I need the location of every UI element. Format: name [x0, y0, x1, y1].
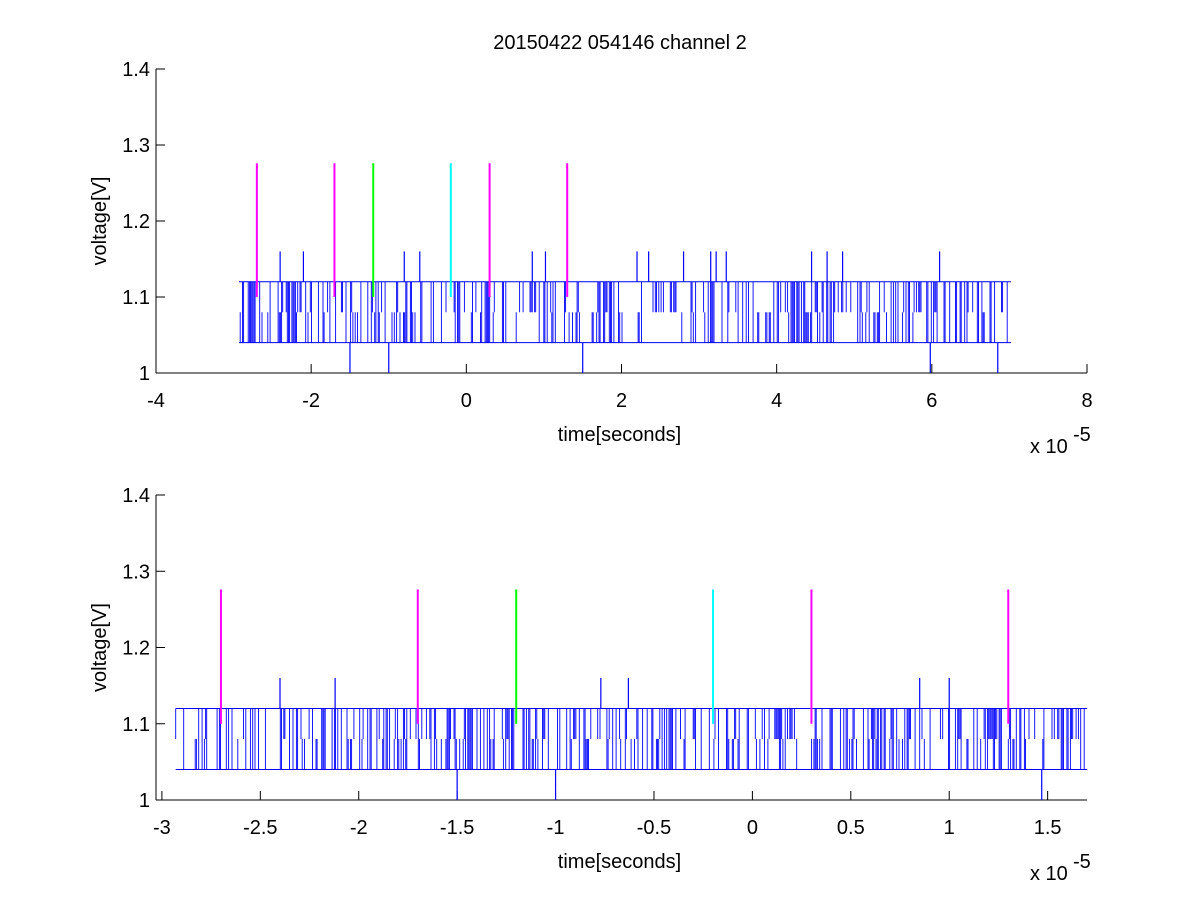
bottom-y-tick-label: 1.4: [122, 485, 150, 507]
top-axes: 1 1.1 1.2 1.3 1.4 -4 -2 0 2 4 6 8 time[seconds] volta…: [89, 59, 1093, 458]
top-y-tick-label: 1.1: [122, 287, 150, 309]
bottom-x-tick-label: -1: [547, 817, 565, 839]
bottom-y-tick-label: 1.3: [122, 561, 150, 583]
bottom-axes: 1 1.1 1.2 1.3 1.4 -3 -2.5 -2 -1.5 -1 -0.5 0 0.5 1 1.5 t…: [89, 485, 1091, 885]
top-x-tick-label: 0: [461, 390, 472, 412]
bottom-x-tick-label: -0.5: [637, 817, 671, 839]
bottom-x-tick-label: -2.5: [243, 817, 277, 839]
top-x-tick-label: 2: [616, 390, 627, 412]
top-x-tick-label: -2: [302, 390, 320, 412]
bottom-x-exponent-label: x 10: [1030, 863, 1068, 885]
bottom-x-tick-label: -2: [350, 817, 368, 839]
top-x-exponent: -5: [1073, 424, 1091, 446]
top-y-tick-label: 1.4: [122, 59, 150, 81]
bottom-x-tick-label: -1.5: [440, 817, 474, 839]
top-x-tick-label: 4: [771, 390, 782, 412]
top-y-axis-label: voltage[V]: [89, 177, 111, 266]
top-y-tick-label: 1: [139, 363, 150, 385]
bottom-y-tick-label: 1.2: [122, 638, 150, 660]
bottom-y-axis-label: voltage[V]: [89, 603, 111, 692]
bottom-x-tick-label: 0.5: [837, 817, 865, 839]
top-signal-trace: [239, 281, 1008, 343]
bottom-x-axis-label: time[seconds]: [558, 851, 681, 873]
top-x-exponent-label: x 10: [1030, 436, 1068, 458]
bottom-y-tick-label: 1.1: [122, 714, 150, 736]
bottom-x-tick-label: -3: [153, 817, 171, 839]
bottom-x-tick-label: 1: [944, 817, 955, 839]
bottom-y-tick-label: 1: [139, 790, 150, 812]
top-x-tick-label: 8: [1081, 390, 1092, 412]
top-x-tick-label: 6: [926, 390, 937, 412]
bottom-x-tick-label: 1.5: [1034, 817, 1062, 839]
bottom-x-tick-label: 0: [747, 817, 758, 839]
plot-title: 20150422 054146 channel 2: [493, 32, 747, 54]
bottom-signal-trace: [175, 708, 1085, 770]
top-y-tick-label: 1.3: [122, 135, 150, 157]
top-x-tick-label: -4: [147, 390, 165, 412]
top-y-tick-label: 1.2: [122, 211, 150, 233]
bottom-x-exponent: -5: [1073, 851, 1091, 873]
top-x-axis-label: time[seconds]: [558, 424, 681, 446]
